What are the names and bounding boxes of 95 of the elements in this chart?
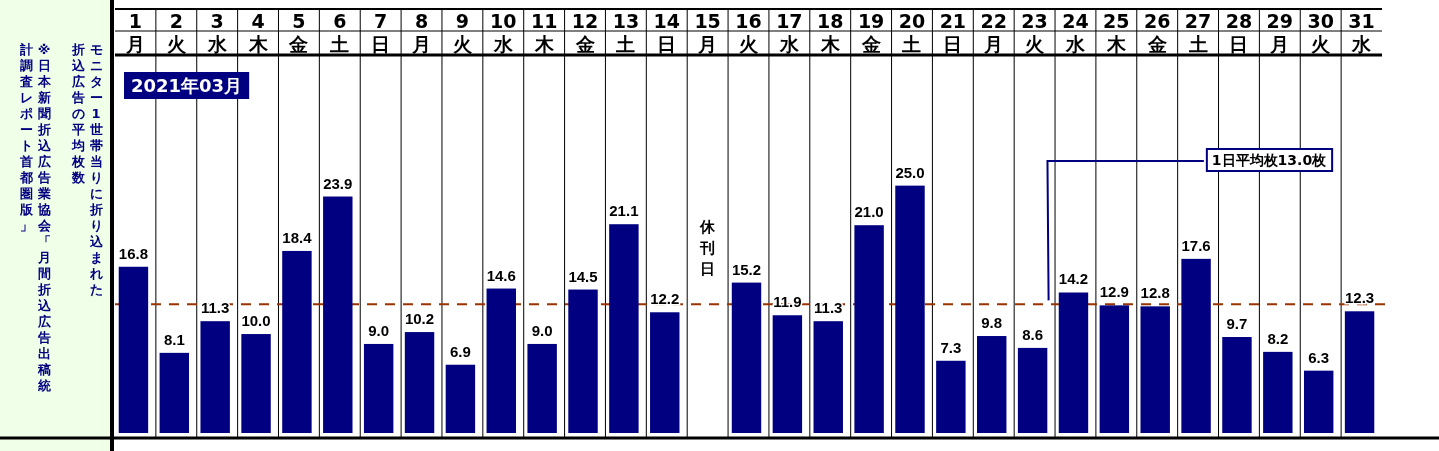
text: ※日本新聞折込広告業協会「月間折込広告出稿統計調査レポート首都圏版」: [19, 42, 51, 393]
bar: [159, 352, 190, 433]
x-tick-label: 7 日: [371, 10, 391, 55]
bar: [363, 343, 394, 433]
data-label: 21.0: [854, 203, 884, 221]
data-label: 10.0: [241, 312, 271, 330]
x-tick-label: 15 月: [694, 10, 721, 55]
x-tick-label: 4 木: [247, 10, 269, 55]
x-tick-label: 5 金: [288, 10, 309, 55]
data-label: 7.3: [940, 338, 962, 356]
data-label: 6.3: [1308, 348, 1330, 366]
bar: [650, 312, 680, 433]
bar: [1099, 305, 1130, 433]
bar: [936, 360, 966, 433]
annotation: 休刊日: [699, 218, 717, 278]
x-tick-label: 18 木: [817, 10, 844, 55]
bar: [1222, 337, 1252, 433]
x-tick-label: 23 火: [1021, 10, 1048, 55]
data-label: 12.8: [1140, 284, 1170, 302]
x-tick-label: 9 火: [452, 10, 473, 55]
bar: [241, 334, 271, 433]
bar: [1017, 347, 1048, 433]
bar: [731, 282, 762, 433]
text: モニター1世帯当りに折り込まれた折込広告の平均枚数: [71, 42, 103, 297]
data-label: 15.2: [731, 260, 762, 278]
data-label: 9.0: [368, 321, 390, 339]
x-tick-label: 29 月: [1266, 10, 1294, 55]
bar: [1263, 351, 1293, 433]
bar: [527, 343, 557, 433]
x-tick-label: 11 木: [530, 10, 558, 55]
x-tick-label: 30 火: [1307, 10, 1334, 55]
data-label: 8.6: [1022, 325, 1044, 343]
data-label: 14.6: [486, 266, 516, 284]
data-label: 18.4: [282, 228, 313, 246]
bar: [813, 321, 843, 433]
x-tick-label: 6 土: [329, 10, 350, 55]
x-tick-label: 17 水: [776, 10, 803, 55]
x-tick-label: 12 金: [571, 10, 599, 55]
data-label: 10.2: [404, 310, 435, 328]
data-label: 25.0: [895, 163, 925, 181]
x-tick-label: 2 火: [166, 10, 187, 55]
bar: [323, 196, 353, 433]
x-tick-label: 10 水: [490, 10, 517, 55]
data-label: 16.8: [118, 244, 149, 262]
data-label: 11.3: [200, 299, 230, 317]
x-tick-label: 16 火: [735, 10, 762, 55]
x-tick-label: 3 水: [206, 10, 228, 55]
data-label: 9.7: [1226, 315, 1248, 333]
ref-line-label: 1日平均枚13.0枚: [1211, 152, 1328, 168]
bar: [118, 266, 149, 433]
data-label: 11.9: [773, 293, 802, 311]
x-tick-label: 13 土: [612, 10, 640, 55]
data-label: 17.6: [1181, 236, 1211, 254]
data-label: 9.8: [981, 314, 1003, 332]
x-tick-label: 19 金: [857, 10, 885, 55]
x-tick-label: 22 月: [980, 10, 1007, 55]
x-tick-label: 26 金: [1143, 10, 1171, 55]
bar: [854, 225, 884, 433]
bar: [486, 288, 516, 433]
data-label: 12.2: [650, 290, 680, 308]
bar: [1058, 292, 1089, 433]
data-label: 14.5: [568, 267, 598, 285]
bar: [609, 224, 639, 433]
x-tick-label: 1 月: [124, 10, 145, 55]
x-tick-label: 28 日: [1225, 10, 1253, 55]
bar: [895, 185, 925, 433]
x-tick-label: 27 土: [1184, 10, 1212, 55]
bar: [977, 336, 1007, 433]
x-tick-label: 14 日: [653, 10, 680, 55]
bar: [282, 250, 312, 433]
data-label: 12.3: [1344, 289, 1375, 307]
bar: [1181, 258, 1211, 433]
data-label: 8.1: [163, 330, 185, 348]
bar: [404, 332, 435, 433]
bar: [1344, 311, 1375, 433]
data-label: 23.9: [323, 174, 353, 192]
x-tick-label: 20 土: [898, 10, 926, 55]
x-tick-label: 24 水: [1062, 10, 1089, 55]
bar: [1303, 370, 1334, 433]
x-tick-label: 8 月: [411, 10, 432, 55]
bar: [1140, 306, 1170, 433]
data-label: 8.2: [1267, 329, 1289, 347]
bar: [568, 289, 598, 433]
bar: [200, 321, 230, 433]
x-tick-label: 21 日: [939, 10, 967, 55]
x-tick-label: 31 水: [1348, 10, 1375, 55]
data-label: 6.9: [449, 342, 471, 360]
chart-title: 2021年03月: [131, 75, 243, 96]
bar: [772, 315, 803, 433]
bar: [445, 364, 476, 433]
data-label: 14.2: [1058, 270, 1089, 288]
data-label: 12.9: [1099, 283, 1129, 301]
data-label: 21.1: [609, 202, 639, 220]
x-tick-label: 25 木: [1103, 10, 1130, 55]
data-label: 9.0: [531, 321, 553, 339]
